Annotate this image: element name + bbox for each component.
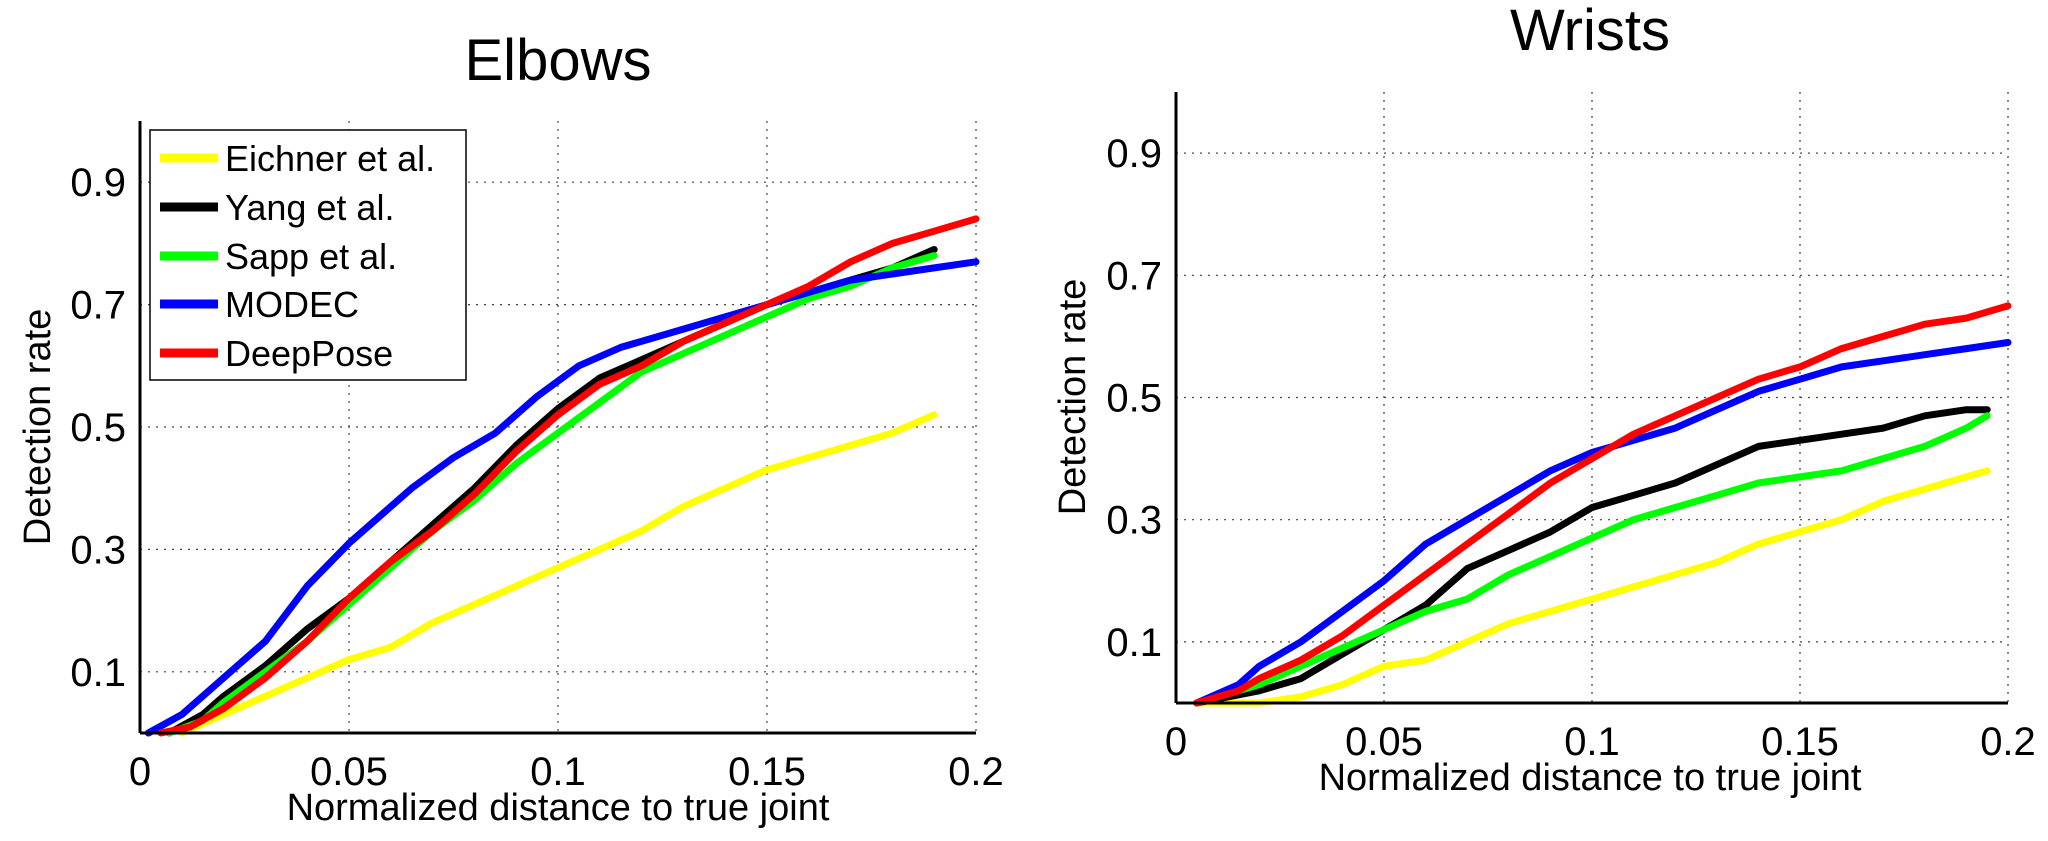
- y-axis-label: Detection rate: [1052, 279, 1094, 516]
- series-line-deeppose: [157, 215, 980, 737]
- y-tick-label: 0.7: [70, 284, 126, 328]
- series-line-deeppose: [1193, 302, 2012, 707]
- y-tick-label: 0.1: [70, 651, 126, 695]
- x-tick-label: 0.05: [1345, 720, 1423, 764]
- series-lines: [144, 215, 980, 737]
- y-axis-label: Detection rate: [17, 309, 59, 546]
- legend-label: Eichner et al.: [225, 138, 435, 179]
- legend: Eichner et al. Yang et al. Sapp et al. M…: [149, 129, 467, 381]
- x-tick-label: 0.15: [728, 750, 806, 794]
- y-tick-label: 0.5: [70, 406, 126, 450]
- series-line-sapp-et-al: [1193, 412, 1991, 707]
- x-tick-label: 0.1: [1564, 720, 1620, 764]
- y-tick-label: 0.3: [1106, 499, 1162, 543]
- x-tick-label: 0.1: [530, 750, 586, 794]
- series-lines: [1193, 302, 2012, 707]
- x-tick-label: 0.2: [948, 750, 1004, 794]
- series-line-eichner-et-al: [178, 411, 938, 737]
- x-axis-label: Normalized distance to true joint: [287, 787, 830, 829]
- grid: [140, 121, 977, 733]
- y-tick-label: 0.7: [1106, 254, 1162, 298]
- legend-label: Sapp et al.: [225, 236, 397, 277]
- wrists-chart: Wrists 0 0.05 0.1 0.15 0.2 0.1 0.3 0.5 0.7 0.9 No…: [1052, 0, 2036, 799]
- chart-title: Wrists: [1510, 0, 1670, 63]
- tick-labels: 0 0.05 0.1 0.15 0.2 0.1 0.3 0.5 0.7 0.9: [1106, 132, 2035, 764]
- series-line-yang-et-al: [1193, 406, 1991, 707]
- x-tick-label: 0.05: [310, 750, 388, 794]
- legend-entry: Yang et al.: [160, 187, 394, 228]
- x-axis-label: Normalized distance to true joint: [1319, 757, 1862, 799]
- elbows-chart: Elbows 0 0.05 0.1 0.15 0.2 0.1 0.3 0.5 0.7 0.9 No…: [17, 28, 1004, 829]
- series-line-modec: [1193, 339, 2012, 707]
- x-tick-label: 0: [129, 750, 151, 794]
- series-line-modec: [144, 258, 980, 737]
- y-tick-label: 0.9: [1106, 132, 1162, 176]
- y-tick-label: 0.9: [70, 161, 126, 205]
- legend-label: Yang et al.: [225, 187, 394, 228]
- y-tick-label: 0.3: [70, 528, 126, 572]
- legend-label: DeepPose: [225, 333, 393, 374]
- legend-entry: Sapp et al.: [160, 236, 397, 277]
- series-line-sapp-et-al: [165, 252, 938, 737]
- x-tick-label: 0.2: [1980, 720, 2036, 764]
- legend-entry: Eichner et al.: [160, 138, 435, 179]
- chart-title: Elbows: [465, 28, 652, 93]
- y-tick-label: 0.1: [1106, 621, 1162, 665]
- tick-labels: 0 0.05 0.1 0.15 0.2 0.1 0.3 0.5 0.7 0.9: [70, 161, 1003, 794]
- series-line-eichner-et-al: [1193, 467, 1991, 707]
- y-tick-label: 0.5: [1106, 377, 1162, 421]
- grid: [1176, 92, 2009, 703]
- legend-entry: DeepPose: [160, 333, 393, 374]
- legend-entry: MODEC: [160, 284, 359, 325]
- legend-label: MODEC: [225, 284, 359, 325]
- x-tick-label: 0: [1165, 720, 1187, 764]
- x-tick-label: 0.15: [1761, 720, 1839, 764]
